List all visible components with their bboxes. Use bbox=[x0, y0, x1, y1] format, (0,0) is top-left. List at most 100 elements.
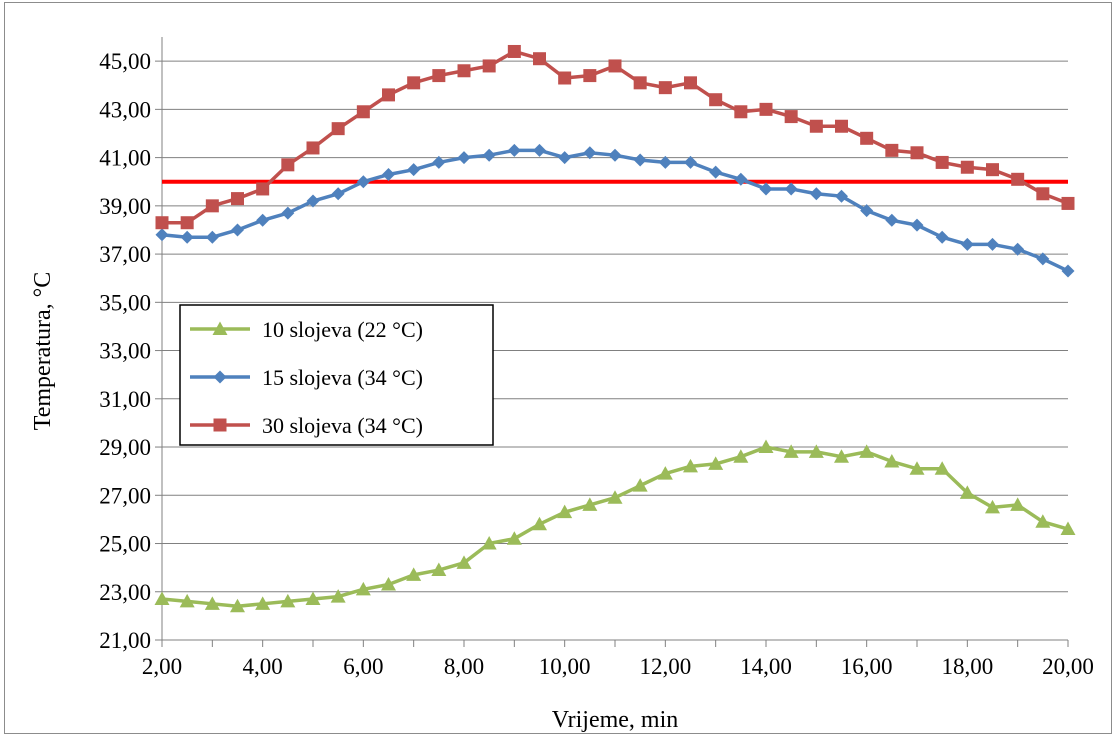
y-tick-label-10: 41,00 bbox=[99, 146, 151, 171]
data-point bbox=[330, 589, 346, 603]
data-point bbox=[1036, 252, 1050, 266]
data-point bbox=[431, 562, 447, 577]
data-point bbox=[432, 155, 446, 169]
x-tick-label-5: 12,00 bbox=[639, 654, 691, 679]
x-tick-label-1: 4,00 bbox=[243, 654, 283, 679]
legend-marker-1 bbox=[212, 321, 228, 335]
data-point bbox=[860, 131, 874, 145]
data-point bbox=[331, 122, 345, 136]
data-point bbox=[382, 88, 395, 102]
data-point bbox=[608, 59, 622, 73]
x-tick-label-2: 6,00 bbox=[343, 654, 383, 679]
data-point bbox=[835, 189, 848, 203]
data-point bbox=[179, 593, 195, 608]
data-point bbox=[583, 69, 597, 83]
data-point bbox=[1061, 264, 1075, 278]
y-tick-label-9: 39,00 bbox=[99, 194, 151, 219]
data-point bbox=[255, 596, 271, 610]
series-line-1 bbox=[161, 445, 1069, 608]
series-1 bbox=[154, 439, 1076, 613]
data-point bbox=[482, 148, 496, 162]
data-point bbox=[180, 230, 194, 244]
data-point bbox=[633, 76, 647, 90]
data-point bbox=[935, 155, 949, 169]
data-point bbox=[382, 167, 395, 181]
tick-labels: 21,00 23,00 25,00 27,00 29,00 31,00 33,00 35,00… bbox=[99, 49, 1094, 679]
data-point bbox=[356, 105, 370, 119]
data-point bbox=[708, 456, 724, 470]
data-point bbox=[280, 593, 296, 608]
data-point bbox=[885, 143, 899, 157]
x-tick-label-0: 2,00 bbox=[142, 654, 182, 679]
data-point bbox=[456, 555, 472, 569]
data-point bbox=[683, 458, 698, 473]
series-line-2 bbox=[161, 148, 1069, 273]
data-point bbox=[558, 151, 572, 165]
data-point bbox=[306, 141, 320, 155]
data-point bbox=[1035, 514, 1051, 528]
data-point bbox=[684, 76, 697, 90]
data-point bbox=[835, 119, 848, 133]
y-tick-label-3: 27,00 bbox=[99, 483, 151, 508]
data-point bbox=[1011, 242, 1025, 256]
y-tick-label-6: 33,00 bbox=[99, 339, 151, 364]
data-point bbox=[231, 192, 244, 206]
data-point bbox=[281, 158, 295, 172]
data-point bbox=[230, 598, 245, 613]
data-point bbox=[532, 516, 547, 531]
legend-marker-3 bbox=[213, 418, 227, 432]
data-point bbox=[306, 194, 320, 208]
y-tick-label-12: 45,00 bbox=[99, 49, 151, 74]
data-point bbox=[355, 581, 371, 596]
data-point bbox=[506, 531, 522, 545]
data-point bbox=[632, 478, 648, 492]
data-point bbox=[935, 230, 949, 244]
data-point bbox=[909, 461, 925, 475]
data-point bbox=[784, 110, 798, 124]
data-point bbox=[758, 439, 774, 454]
data-point bbox=[205, 199, 219, 213]
y-tick-label-11: 43,00 bbox=[99, 97, 151, 122]
data-point bbox=[381, 577, 396, 591]
data-point bbox=[457, 64, 471, 78]
data-point bbox=[608, 148, 622, 162]
y-tick-label-0: 21,00 bbox=[99, 628, 151, 653]
data-point bbox=[331, 187, 345, 201]
data-point bbox=[482, 59, 496, 73]
data-point bbox=[406, 567, 422, 581]
data-point bbox=[256, 182, 270, 196]
y-axis-title: Temperatura, °C bbox=[30, 272, 56, 431]
y-tick-label-8: 37,00 bbox=[99, 242, 151, 267]
data-point bbox=[180, 216, 194, 230]
data-point bbox=[709, 165, 723, 179]
series-2 bbox=[155, 143, 1075, 278]
data-point bbox=[809, 187, 823, 201]
data-point bbox=[734, 172, 748, 186]
data-point bbox=[733, 449, 749, 463]
data-point bbox=[759, 182, 773, 196]
axes bbox=[155, 37, 1069, 647]
data-point bbox=[783, 444, 799, 458]
legend: 10 slojeva (22 °C) 15 slojeva (34 °C) 30 s… bbox=[179, 304, 494, 446]
data-point bbox=[407, 163, 421, 177]
legend-label-1: 10 slojeva (22 °C) bbox=[262, 317, 423, 342]
data-point bbox=[657, 466, 673, 480]
data-point bbox=[986, 237, 999, 251]
data-point bbox=[960, 160, 974, 174]
data-point bbox=[407, 76, 421, 90]
x-tick-label-7: 16,00 bbox=[841, 654, 893, 679]
data-point bbox=[1036, 187, 1050, 201]
data-point bbox=[910, 218, 924, 232]
data-point bbox=[709, 93, 723, 107]
data-point bbox=[583, 146, 597, 160]
data-point bbox=[860, 204, 874, 218]
data-point bbox=[607, 490, 623, 504]
data-point bbox=[481, 536, 497, 550]
data-point bbox=[784, 182, 798, 196]
data-point bbox=[808, 444, 824, 458]
data-point bbox=[834, 449, 849, 463]
y-tick-label-7: 35,00 bbox=[99, 290, 151, 315]
data-point bbox=[356, 175, 370, 189]
series-line-3 bbox=[162, 49, 1069, 225]
x-tick-label-9: 20,00 bbox=[1042, 654, 1094, 679]
